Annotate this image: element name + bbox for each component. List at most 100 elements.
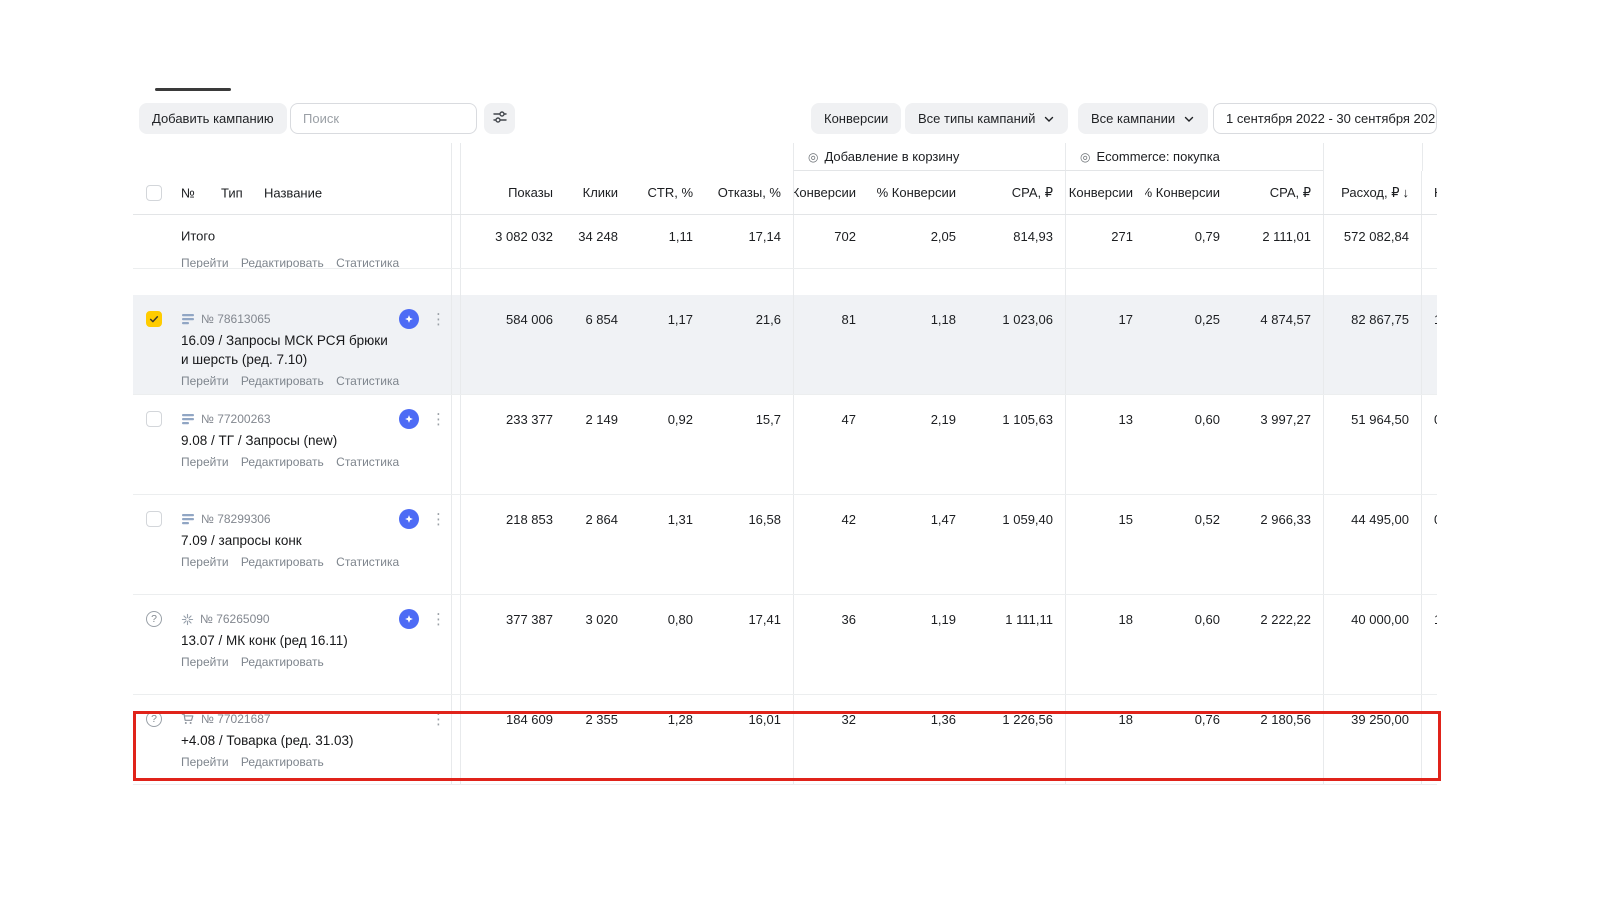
- table-row: № 77200263 ⋮ 9.08 / ТГ / Запросы (new) П…: [133, 395, 1437, 495]
- campaign-name[interactable]: 7.09 / запросы конк: [181, 531, 399, 550]
- metric-cell: 2,19: [868, 395, 968, 494]
- column-header-conv-rate-cart[interactable]: % Конверсии: [868, 171, 968, 214]
- link-stats[interactable]: Статистика: [336, 555, 399, 569]
- link-edit[interactable]: Редактировать: [241, 374, 324, 388]
- link-stats[interactable]: Статистика: [336, 374, 399, 388]
- metric-cell: 1,47: [868, 495, 968, 594]
- column-header-cpa-cart[interactable]: CPA, ₽: [968, 171, 1065, 214]
- campaigns-filter-label: Все кампании: [1091, 111, 1175, 126]
- column-header-num: №: [181, 185, 195, 200]
- metric-cell: 44 495,00: [1323, 495, 1421, 594]
- strategy-badge-icon: [399, 309, 419, 329]
- table-row: № 78299306 ⋮ 7.09 / запросы конк Перейти…: [133, 495, 1437, 595]
- link-go[interactable]: Перейти: [181, 755, 229, 769]
- active-tab-indicator: [155, 88, 231, 91]
- sliders-icon: [492, 109, 508, 128]
- column-header-ctr[interactable]: CTR, %: [630, 171, 705, 214]
- link-edit[interactable]: Редактировать: [241, 257, 324, 269]
- row-checkbox-checked[interactable]: [146, 311, 162, 327]
- row-checkbox[interactable]: [146, 411, 162, 427]
- text-campaign-icon: [181, 312, 195, 326]
- link-go[interactable]: Перейти: [181, 374, 229, 388]
- column-header-bounces[interactable]: Отказы, %: [705, 171, 793, 214]
- group-header-cart: ◎ Добавление в корзину: [793, 143, 1065, 171]
- link-edit[interactable]: Редактировать: [241, 555, 324, 569]
- metric-cell: 2 111,01: [1232, 215, 1323, 257]
- question-icon[interactable]: ?: [146, 711, 162, 727]
- date-range-button[interactable]: 1 сентября 2022 - 30 сентября 2022: [1213, 103, 1437, 134]
- column-header-shows[interactable]: Показы: [461, 171, 565, 214]
- metric-cell: 2 864: [565, 495, 630, 594]
- column-header-row: № Тип Название Показы Клики CTR, % Отказ…: [133, 171, 1437, 215]
- campaign-id: № 77021687: [201, 712, 271, 726]
- column-header-conversions-cart[interactable]: Конверсии: [793, 171, 868, 214]
- campaign-name[interactable]: 9.08 / ТГ / Запросы (new): [181, 431, 399, 450]
- row-checkbox[interactable]: [146, 511, 162, 527]
- campaigns-table: ◎ Добавление в корзину ◎ Ecommerce: поку…: [133, 143, 1437, 785]
- cost-header-label: Расход, ₽: [1341, 185, 1399, 201]
- filter-button[interactable]: [484, 103, 515, 134]
- link-edit[interactable]: Редактировать: [241, 455, 324, 469]
- campaign-id: № 77200263: [201, 412, 271, 426]
- metric-cell: 1,11: [630, 215, 705, 257]
- metric-cell: 0,60: [1145, 395, 1232, 494]
- row-menu-button[interactable]: ⋮: [431, 312, 445, 327]
- link-edit[interactable]: Редактировать: [241, 755, 324, 769]
- metric-cell: 18: [1065, 695, 1145, 784]
- campaigns-dropdown[interactable]: Все кампании: [1078, 103, 1208, 134]
- link-go[interactable]: Перейти: [181, 555, 229, 569]
- search-input[interactable]: [290, 103, 477, 134]
- metric-cell: 17,41: [705, 595, 793, 694]
- campaign-name[interactable]: 13.07 / МК конк (ред 16.11): [181, 631, 399, 650]
- row-menu-button[interactable]: ⋮: [431, 612, 445, 627]
- question-icon[interactable]: ?: [146, 611, 162, 627]
- metric-cell: 584 006: [461, 295, 565, 394]
- metric-cell: 21,6: [705, 295, 793, 394]
- metric-cell: 2,05: [868, 215, 968, 257]
- spacer-row: [133, 269, 1437, 295]
- row-menu-button[interactable]: ⋮: [431, 412, 445, 427]
- metric-cell: 377 387: [461, 595, 565, 694]
- column-header-conversions-purchase[interactable]: Конверсии: [1065, 171, 1145, 214]
- metric-cell: 233 377: [461, 395, 565, 494]
- campaign-types-dropdown[interactable]: Все типы кампаний: [905, 103, 1068, 134]
- link-stats[interactable]: Статистика: [336, 257, 399, 269]
- select-all-checkbox[interactable]: [146, 185, 162, 201]
- add-campaign-button[interactable]: Добавить кампанию: [139, 103, 287, 134]
- metric-cell: 0,25: [1145, 295, 1232, 394]
- metric-cell: 16,01: [705, 695, 793, 784]
- link-stats[interactable]: Статистика: [336, 455, 399, 469]
- metric-cell: 6 854: [565, 295, 630, 394]
- column-header-cost[interactable]: Расход, ₽ ↓: [1323, 171, 1421, 214]
- metric-cell: 51 964,50: [1323, 395, 1421, 494]
- table-row: ? № 77021687 ⋮ +4.08 / Товарка (ред. 31.…: [133, 695, 1437, 785]
- row-menu-button[interactable]: ⋮: [431, 712, 445, 727]
- column-header-type: Тип: [221, 185, 243, 200]
- metric-cell: 16,58: [705, 495, 793, 594]
- group-header-label: Ecommerce: покупка: [1096, 149, 1219, 164]
- strategy-badge-icon: [399, 509, 419, 529]
- column-header-clicks[interactable]: Клики: [565, 171, 630, 214]
- metric-cell: 1,28: [630, 695, 705, 784]
- metric-cell: 1,17: [630, 295, 705, 394]
- row-menu-button[interactable]: ⋮: [431, 512, 445, 527]
- metric-cell: 1: [1421, 295, 1437, 394]
- campaign-name[interactable]: 16.09 / Запросы МСК РСЯ брюки и шерсть (…: [181, 331, 399, 369]
- metric-cell: 34 248: [565, 215, 630, 257]
- totals-row: Итого 3 082 032 34 248 1,11 17,14 702 2,…: [133, 215, 1437, 257]
- campaign-name[interactable]: +4.08 / Товарка (ред. 31.03): [181, 731, 399, 750]
- column-header-conv-rate-purchase[interactable]: % Конверсии: [1145, 171, 1232, 214]
- column-header-cpa-purchase[interactable]: CPA, ₽: [1232, 171, 1323, 214]
- link-go[interactable]: Перейти: [181, 655, 229, 669]
- metric-cell: 1,31: [630, 495, 705, 594]
- campaigns-page: Добавить кампанию Конверсии Все типы кам…: [0, 0, 1600, 900]
- link-edit[interactable]: Редактировать: [241, 655, 324, 669]
- metric-cell: 814,93: [968, 215, 1065, 257]
- metric-cell: 1 023,06: [968, 295, 1065, 394]
- conversions-button[interactable]: Конверсии: [811, 103, 901, 134]
- link-go[interactable]: Перейти: [181, 257, 229, 269]
- link-go[interactable]: Перейти: [181, 455, 229, 469]
- metric-cell: 0: [1421, 395, 1437, 494]
- column-header-clipped: Н: [1421, 171, 1437, 214]
- metric-cell: [1421, 215, 1437, 257]
